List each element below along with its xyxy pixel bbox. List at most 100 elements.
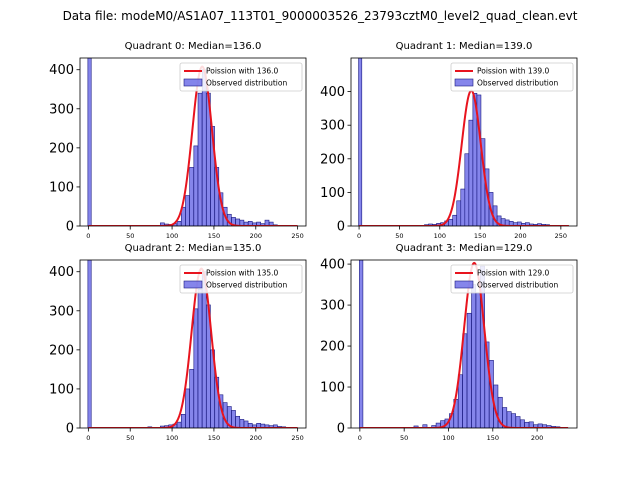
histogram-bar [197,289,203,428]
x-tick-label: 100 [434,232,446,240]
panel-title: Quadrant 3: Median=129.0 [396,243,533,254]
axes-frame [350,259,578,429]
legend-bar-label: Observed distribution [206,281,287,290]
legend-box [450,62,574,92]
histogram-bar [189,167,194,226]
plot-area [87,58,298,226]
x-tick-label: 200 [531,434,543,442]
histogram-bar [176,221,182,226]
histogram-bar [243,420,249,428]
legend-line-label: Poission with 129.0 [477,269,550,278]
histogram-bar [511,413,516,428]
legend-line-label: Poission with 135.0 [206,269,279,278]
histogram-bar [475,292,481,428]
histogram-bar-zero [359,260,364,428]
poisson-fit-line [359,89,569,226]
y-tick-label: 200 [320,340,345,355]
figure-suptitle: Data file: modeM0/AS1A07_113T01_90000035… [63,9,578,23]
y-tick-label: 100 [49,180,74,195]
y-tick-label: 0 [66,220,74,235]
histogram-bar [448,218,453,226]
y-tick-label: 300 [49,102,74,117]
legend: Poission with 135.0 Observed distribution [179,264,303,294]
legend: Poission with 139.0 Observed distribution [450,62,574,92]
histogram-bar [201,69,207,226]
x-tick-label: 100 [166,232,178,240]
axes-frame [79,259,307,429]
x-tick-label: 50 [400,434,408,442]
legend-line-label: Poission with 136.0 [206,67,279,76]
x-tick-label: 100 [166,434,178,442]
x-tick-label: 200 [250,434,262,442]
y-tick-label: 300 [49,304,74,319]
quadrant-panel-3: 0 100 200 300 400 0 50 100 150 200 Quadrant 3: Med… [320,243,578,442]
histogram-bar [460,188,466,226]
x-tick-label: 250 [291,434,303,442]
panel-title: Quadrant 2: Median=135.0 [125,243,262,254]
x-tick-label: 150 [474,232,486,240]
x-tick-label: 0 [86,434,90,442]
x-tick-label: 100 [442,434,454,442]
y-tick-label: 100 [320,381,345,396]
y-tick-label: 200 [49,343,74,358]
x-tick-label: 0 [358,434,362,442]
y-tick-label: 400 [49,63,74,78]
histogram-bar [231,410,236,428]
legend-bar-swatch [183,280,203,289]
x-tick-label: 200 [514,232,526,240]
panel-title: Quadrant 0: Median=136.0 [125,41,262,52]
quadrant-panel-0: 0 100 200 300 400 0 50 100 150 200 250 Quadrant 0: … [49,41,307,240]
histogram-bar [201,271,207,428]
histogram-bar [452,214,458,226]
legend-line-label: Poission with 139.0 [477,67,550,76]
y-tick-label: 400 [320,85,345,100]
legend-bar-label: Observed distribution [206,79,287,88]
poisson-fit-line [359,261,569,428]
y-tick-label: 200 [320,152,345,167]
histogram-bar [239,419,245,428]
histogram-bar [193,145,199,226]
histogram-bar [185,195,190,226]
histogram-bar [185,388,190,428]
plot-area [359,260,569,428]
x-tick-label: 150 [208,232,220,240]
histogram-bar-zero [358,58,363,226]
y-tick-label: 200 [49,141,74,156]
axes-frame [79,57,307,227]
histogram-bar [462,333,468,428]
legend-bar-swatch [454,78,474,87]
x-tick-label: 50 [395,232,403,240]
y-tick-label: 300 [320,119,345,134]
axes-frame [350,57,578,227]
x-tick-label: 0 [86,232,90,240]
legend-bar-label: Observed distribution [477,281,558,290]
legend-box [179,264,303,294]
histogram-bar [456,200,462,226]
x-tick-label: 150 [208,434,220,442]
quadrant-panel-2: 0 100 200 300 400 0 50 100 150 200 250 Quadrant 2: … [49,243,307,442]
x-tick-label: 200 [250,232,262,240]
x-tick-label: 0 [357,232,361,240]
x-tick-label: 150 [487,434,499,442]
histogram-bar [466,312,472,428]
poisson-fit-line [88,267,298,428]
y-tick-label: 100 [49,382,74,397]
histogram-bar [193,308,199,428]
legend-box [450,264,574,294]
x-tick-label: 250 [291,232,303,240]
y-tick-label: 0 [66,422,74,437]
legend-bar-swatch [183,78,203,87]
legend-bar-label: Observed distribution [477,79,558,88]
quadrant-panel-1: 0 100 200 300 400 0 50 100 150 200 250 Quadrant 1: … [320,41,578,240]
y-tick-label: 0 [337,220,345,235]
histogram-bar [176,421,182,428]
legend-bar-swatch [454,280,474,289]
legend: Poission with 129.0 Observed distribution [450,264,574,294]
histogram-bar [422,424,428,428]
x-tick-label: 50 [126,232,134,240]
x-tick-label: 250 [555,232,567,240]
histogram-bar [197,92,203,226]
histogram-bar [515,416,521,428]
legend-box [179,62,303,92]
